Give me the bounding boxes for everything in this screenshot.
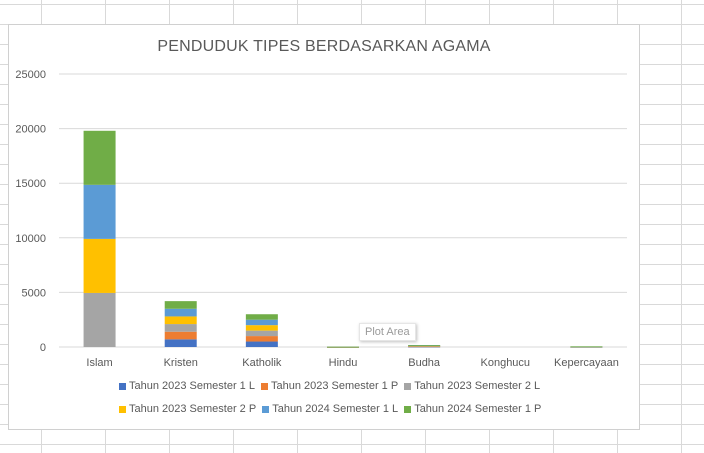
y-tick-label: 10000 — [15, 233, 46, 245]
x-tick-label: Kepercayaan — [554, 357, 619, 369]
y-tick-label: 0 — [40, 342, 46, 354]
bar-segment — [245, 336, 278, 342]
plot-area[interactable]: 0 5000 10000 15000 20000 25000 Islam Kristen Kat… — [9, 25, 639, 429]
legend-item: Tahun 2024 Semester 1 L — [262, 403, 398, 415]
legend-label: Tahun 2023 Semester 2 L — [414, 380, 541, 392]
y-tick-label: 20000 — [15, 124, 46, 136]
x-tick-label: Katholik — [242, 357, 282, 369]
bar-segment — [83, 292, 116, 347]
legend-label: Tahun 2024 Semester 1 P — [414, 403, 542, 415]
x-tick-label: Budha — [408, 357, 441, 369]
y-tick-label: 15000 — [15, 178, 46, 190]
chart-area[interactable]: PENDUDUK TIPES BERDASARKAN AGAMA 0 5000 10… — [8, 24, 640, 430]
legend-item: Tahun 2024 Semester 1 P — [404, 403, 541, 415]
legend-item: Tahun 2023 Semester 1 L — [119, 380, 255, 392]
bar-segment — [245, 330, 278, 337]
legend-item: Tahun 2023 Semester 1 P — [260, 380, 399, 392]
legend-label: Tahun 2024 Semester 1 L — [272, 403, 399, 415]
bar-segment — [164, 339, 197, 347]
y-tick-label: 25000 — [15, 69, 46, 81]
x-tick-label: Hindu — [329, 357, 358, 369]
bar-segment — [570, 346, 603, 348]
x-tick-label: Islam — [86, 357, 112, 369]
legend-label: Tahun 2023 Semester 2 P — [129, 403, 257, 415]
bar-segment — [164, 316, 197, 325]
x-tick-label: Kristen — [164, 357, 198, 369]
bar-segment — [245, 341, 278, 347]
bar-segment — [164, 308, 197, 317]
legend: Tahun 2023 Semester 1 L Tahun 2023 Semest… — [119, 380, 549, 415]
bar-segment — [408, 345, 441, 346]
bar-segment — [164, 331, 197, 340]
legend-swatch — [119, 382, 126, 390]
legend-label: Tahun 2023 Semester 1 P — [270, 380, 399, 392]
bar-segment — [164, 324, 197, 332]
bar-segment — [83, 130, 116, 185]
legend-item: Tahun 2023 Semester 2 L — [404, 380, 540, 392]
plot-area-tooltip: Plot Area — [359, 323, 416, 341]
legend-label: Tahun 2023 Semester 1 L — [129, 380, 255, 392]
bar-segment — [327, 346, 359, 348]
legend-swatch — [260, 382, 268, 390]
bar-segment — [245, 325, 278, 331]
legend-item: Tahun 2023 Semester 2 P — [119, 403, 256, 415]
bar-segment — [83, 184, 116, 239]
chart-title: PENDUDUK TIPES BERDASARKAN AGAMA — [157, 38, 491, 55]
legend-swatch — [404, 405, 412, 413]
bar-segment — [164, 301, 197, 309]
bar-segment — [245, 314, 278, 320]
x-tick-label: Konghucu — [481, 357, 531, 369]
legend-swatch — [262, 405, 270, 413]
legend-swatch — [119, 405, 126, 413]
bar-segment — [83, 238, 116, 293]
y-tick-label: 5000 — [22, 287, 46, 299]
bar-segment — [245, 319, 278, 326]
legend-swatch — [404, 382, 412, 390]
